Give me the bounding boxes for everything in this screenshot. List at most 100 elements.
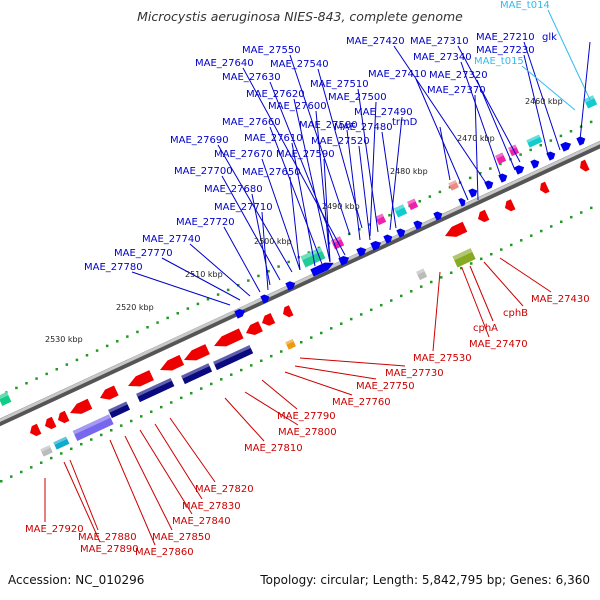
reverse-gene-block — [285, 339, 296, 350]
gene-label-bottom[interactable]: MAE_27830 — [182, 501, 241, 512]
label-leader-line — [483, 261, 524, 307]
label-leader-line — [499, 257, 552, 293]
gene-label-bottom[interactable]: MAE_27760 — [332, 397, 391, 408]
reverse-gene-arrow — [128, 370, 154, 387]
gene-label-top[interactable]: MAE_27710 — [214, 202, 273, 213]
gene-label-top[interactable]: MAE_27510 — [310, 79, 369, 90]
gene-label-bottom[interactable]: MAE_27860 — [135, 547, 194, 558]
label-leader-line — [291, 142, 316, 267]
label-leader-line — [357, 88, 379, 233]
gene-label-top[interactable]: MAE_27620 — [246, 89, 305, 100]
forward-gene-block — [181, 363, 213, 385]
gene-label-bottom[interactable]: MAE_27880 — [78, 532, 137, 543]
gene-label-bottom[interactable]: MAE_27820 — [195, 484, 254, 495]
track-dot-upper — [489, 167, 492, 170]
gene-label-top[interactable]: MAE_27370 — [427, 85, 486, 96]
gene-label-top[interactable]: MAE_27420 — [346, 36, 405, 47]
track-dot-upper — [25, 382, 28, 385]
gene-label-top[interactable]: MAE_27770 — [114, 248, 173, 259]
track-dot-upper — [146, 326, 149, 329]
gene-label-top[interactable]: MAE_27500 — [328, 92, 387, 103]
rna-feature — [495, 152, 507, 165]
label-leader-line — [346, 129, 361, 241]
gene-label-top[interactable]: MAE_27230 — [476, 45, 535, 56]
gene-label-bottom[interactable]: cphA — [473, 323, 498, 334]
forward-gene-arrow — [260, 294, 270, 304]
label-leader-line — [476, 79, 516, 171]
track-dot-upper — [479, 172, 482, 175]
track-dot-upper — [569, 130, 573, 133]
gene-label-bottom[interactable]: cphB — [503, 308, 528, 319]
gene-label-top[interactable]: MAE_t014 — [500, 0, 550, 11]
gene-label-top[interactable]: MAE_27630 — [222, 72, 281, 83]
track-dot-lower — [510, 243, 513, 247]
track-dot-upper — [307, 251, 311, 254]
gene-label-top[interactable]: MAE_27550 — [242, 45, 301, 56]
label-leader-line — [63, 461, 101, 543]
gene-features — [0, 95, 598, 457]
gene-label-bottom[interactable]: MAE_27800 — [278, 427, 337, 438]
gene-label-top[interactable]: MAE_27650 — [242, 167, 301, 178]
track-dot-lower — [570, 215, 573, 219]
track-dot-upper — [559, 134, 563, 138]
track-dot-upper — [247, 279, 250, 282]
gene-label-top[interactable]: MAE_27720 — [176, 217, 235, 228]
gene-label-bottom[interactable]: MAE_27750 — [356, 381, 415, 392]
kbp-tick-label: 2520 kbp — [116, 303, 154, 312]
kbp-tick-label: 2460 kbp — [525, 97, 563, 106]
gene-label-top[interactable]: glk — [542, 32, 557, 43]
gene-label-bottom[interactable]: MAE_27470 — [469, 339, 528, 350]
gene-label-top[interactable]: MAE_27700 — [174, 166, 233, 177]
label-leader-line — [381, 131, 397, 229]
gene-label-bottom[interactable]: MAE_27810 — [244, 443, 303, 454]
track-dot-lower — [140, 415, 143, 418]
backbone-line — [0, 140, 600, 423]
track-dot-upper — [35, 377, 38, 380]
gene-label-bottom[interactable]: MAE_27920 — [25, 524, 84, 535]
track-dot-upper — [317, 246, 321, 250]
gene-label-top[interactable]: MAE_27210 — [476, 32, 535, 43]
label-leader-line — [289, 176, 301, 271]
gene-label-bottom[interactable]: MAE_27850 — [152, 532, 211, 543]
gene-label-top[interactable]: MAE_27410 — [368, 69, 427, 80]
gene-label-top[interactable]: MAE_27490 — [354, 107, 413, 118]
gene-label-top[interactable]: MAE_27540 — [270, 59, 329, 70]
gene-label-bottom[interactable]: MAE_27790 — [277, 411, 336, 422]
gene-label-bottom[interactable]: MAE_27840 — [172, 516, 231, 527]
track-dot-lower — [360, 313, 363, 316]
gene-label-top[interactable]: MAE_t015 — [474, 56, 524, 67]
track-dot-upper — [499, 162, 502, 166]
gene-label-top[interactable]: MAE_27680 — [204, 184, 263, 195]
track-dot-lower — [450, 271, 453, 274]
gene-label-top[interactable]: MAE_27310 — [410, 36, 469, 47]
gene-label-bottom[interactable]: MAE_27890 — [80, 544, 139, 555]
forward-gene-arrow — [383, 234, 393, 244]
track-dot-lower — [550, 225, 553, 228]
gene-label-bottom[interactable]: MAE_27530 — [413, 353, 472, 364]
gene-label-top[interactable]: MAE_27600 — [268, 101, 327, 112]
label-leader-line — [369, 101, 377, 237]
gene-label-top[interactable]: MAE_27740 — [142, 234, 201, 245]
gene-label-top[interactable]: MAE_27480 — [334, 122, 393, 133]
gene-label-bottom[interactable]: MAE_27730 — [385, 368, 444, 379]
gene-label-top[interactable]: MAE_27580 — [299, 120, 358, 131]
gene-label-top[interactable]: trmD — [392, 117, 418, 128]
accession-text: Accession: NC_010296 — [8, 573, 145, 587]
label-leader-line — [432, 271, 441, 352]
gene-label-top[interactable]: MAE_27690 — [170, 135, 229, 146]
gene-label-top[interactable]: MAE_27520 — [311, 136, 370, 147]
gene-label-top[interactable]: MAE_27660 — [222, 117, 281, 128]
gene-label-bottom[interactable]: MAE_27430 — [531, 294, 590, 305]
gene-label-top[interactable]: MAE_27610 — [244, 133, 303, 144]
reverse-gene-arrow — [478, 209, 490, 223]
track-dot-upper — [448, 186, 452, 189]
label-leader-line — [161, 257, 241, 301]
gene-label-top[interactable]: MAE_27320 — [429, 70, 488, 81]
track-dot-lower — [200, 387, 203, 390]
gene-label-top[interactable]: MAE_27780 — [84, 262, 143, 273]
gene-label-top[interactable]: MAE_27640 — [195, 58, 254, 69]
reverse-gene-arrow — [262, 312, 276, 326]
gene-label-top[interactable]: MAE_27590 — [276, 149, 335, 160]
gene-label-top[interactable]: MAE_27340 — [413, 52, 472, 63]
gene-label-top[interactable]: MAE_27670 — [214, 149, 273, 160]
